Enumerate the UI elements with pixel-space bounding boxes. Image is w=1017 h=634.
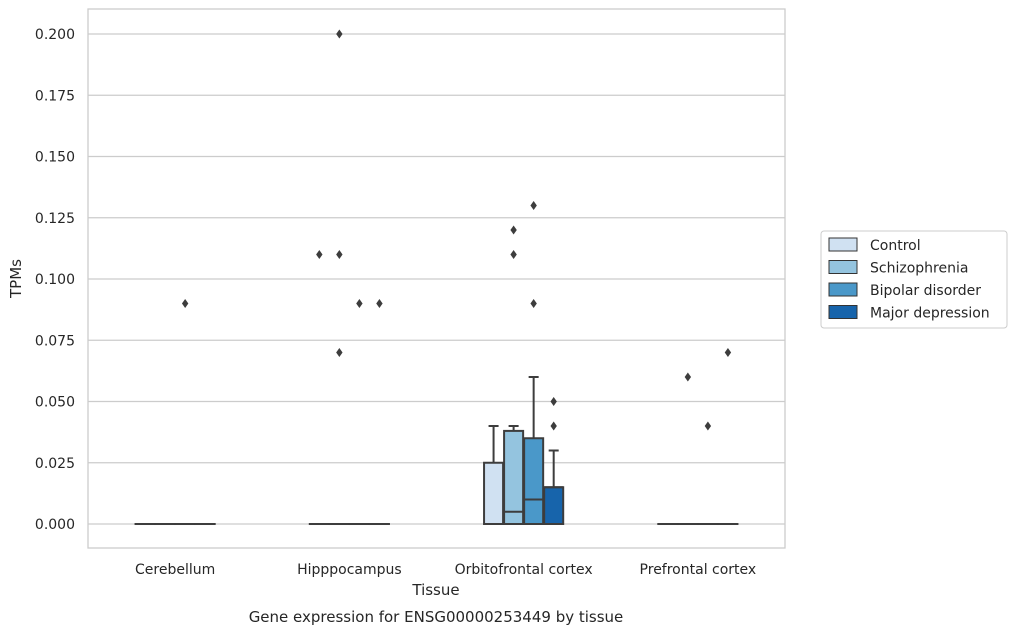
y-tick-label: 0.050	[35, 395, 75, 411]
x-tick-label: Hipppocampus	[297, 562, 402, 578]
legend: Control Schizophrenia Bipolar disorder Majo…	[820, 230, 1008, 329]
outlier-point	[510, 225, 517, 235]
x-tick-label: Prefrontal cortex	[640, 562, 757, 578]
outlier-point	[550, 397, 557, 406]
box-schizophrenia	[328, 29, 350, 526]
outlier-point	[336, 250, 343, 259]
box-control	[308, 250, 330, 526]
y-axis-title: TPMs	[7, 259, 25, 299]
box-body	[483, 461, 505, 525]
outlier-point	[550, 421, 557, 431]
box-major-depression	[717, 348, 739, 526]
y-tick-label: 0.175	[35, 88, 75, 104]
y-tick-label: 0.025	[35, 456, 75, 472]
y-tick-label: 0.100	[35, 272, 75, 288]
legend-label: Control	[870, 238, 921, 254]
outlier-point	[336, 29, 343, 39]
outlier-point	[510, 250, 517, 259]
y-tick-label: 0.000	[35, 517, 75, 533]
outlier-point	[684, 372, 692, 382]
legend-label: Schizophrenia	[870, 261, 968, 277]
box-body	[523, 437, 545, 525]
legend-swatch	[828, 305, 858, 319]
x-axis-title: Tissue	[411, 581, 459, 599]
chart-caption: Gene expression for ENSG00000253449 by t…	[249, 608, 624, 626]
outlier-point	[724, 348, 732, 357]
boxes	[134, 29, 739, 526]
outlier-point	[356, 299, 363, 308]
legend-label: Major depression	[870, 306, 990, 322]
box-bipolar-disorder	[523, 201, 545, 525]
outlier-point	[704, 421, 712, 431]
box-body	[503, 429, 525, 525]
x-axis-ticks: Cerebellum Hipppocampus Orbitofrontal cort…	[135, 562, 756, 578]
box-major-depression	[368, 299, 390, 526]
y-tick-label: 0.200	[35, 27, 75, 43]
box-major-depression	[543, 397, 565, 525]
legend-frame	[820, 230, 1008, 329]
y-axis-ticks: 0.000 0.025 0.050 0.075 0.100 0.125 0.150 0.175…	[35, 27, 75, 533]
x-tick-label: Orbitofrontal cortex	[455, 562, 593, 578]
y-tick-label: 0.150	[35, 150, 75, 166]
legend-swatch	[828, 282, 858, 297]
y-tick-label: 0.075	[35, 333, 75, 349]
box-body	[543, 486, 565, 525]
box-bipolar-disorder	[174, 299, 196, 526]
outlier-point	[530, 201, 537, 210]
legend-label: Bipolar disorder	[870, 283, 981, 299]
legend-swatch	[828, 260, 858, 274]
box-bipolar-disorder	[348, 299, 370, 526]
outlier-point	[530, 299, 537, 308]
outlier-point	[376, 299, 383, 308]
y-tick-label: 0.125	[35, 211, 75, 227]
plot-frame	[87, 8, 786, 549]
legend-swatch	[828, 237, 858, 252]
outlier-point	[316, 250, 323, 259]
x-tick-label: Cerebellum	[135, 562, 215, 578]
outlier-point	[181, 299, 189, 308]
outlier-point	[336, 348, 343, 357]
